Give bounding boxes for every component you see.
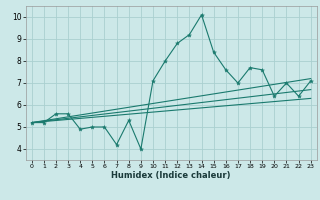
X-axis label: Humidex (Indice chaleur): Humidex (Indice chaleur) xyxy=(111,171,231,180)
